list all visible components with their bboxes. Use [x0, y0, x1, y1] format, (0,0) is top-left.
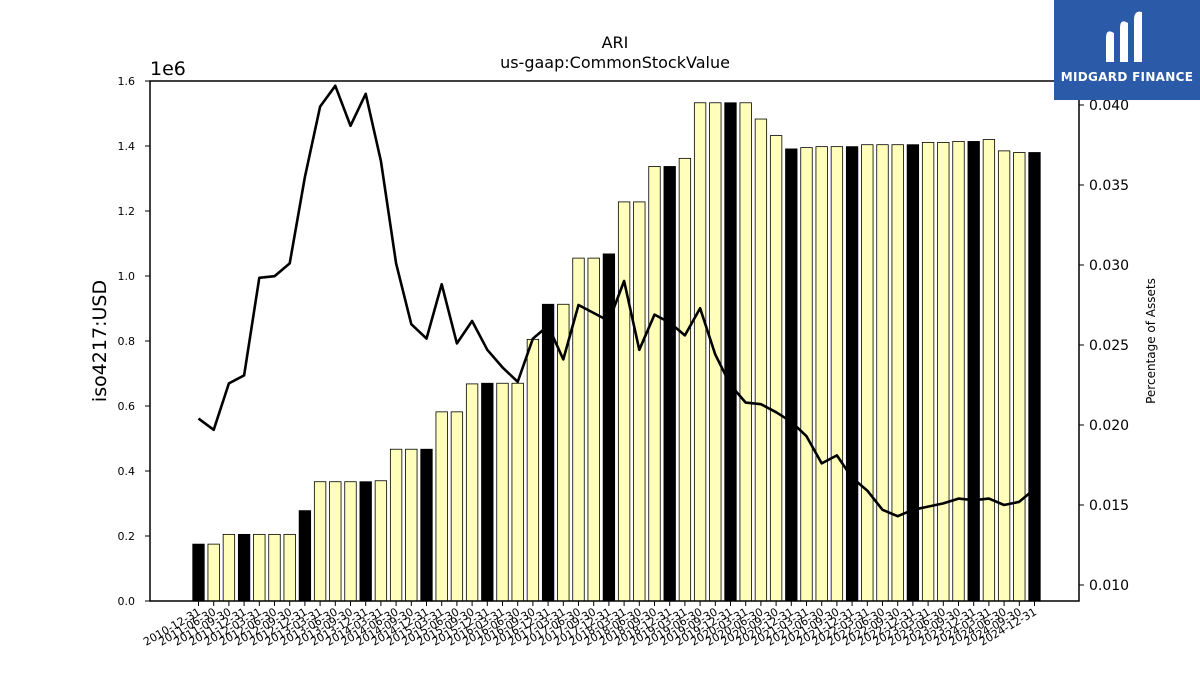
y-offset-label: 1e6: [150, 58, 186, 80]
bar-2011-12-31: [237, 533, 251, 602]
y2-tick-label: 0.020: [1089, 418, 1129, 434]
y-tick-label: 0.8: [118, 335, 136, 348]
bar-2011-09-30: [222, 533, 236, 602]
bar-2013-09-30: [344, 481, 357, 602]
y-tick-label: 1.0: [118, 270, 136, 283]
y-axis-left: 0.0 0.2 0.4 0.6 0.8 1.0 1.2 1.4 1.6: [118, 75, 150, 608]
percentage-line: [197, 84, 1036, 518]
bar-2016-06-30: [511, 382, 524, 602]
bar-2022-09-30: [891, 144, 904, 602]
bar-2015-06-30: [450, 411, 464, 602]
y-tick-label: 1.4: [118, 140, 136, 153]
y2-tick-label: 0.030: [1089, 258, 1129, 274]
bar-2012-09-30: [283, 533, 296, 602]
bar-2014-12-31: [420, 448, 433, 602]
bar-2022-06-30: [876, 144, 889, 602]
y-tick-label: 0.6: [118, 400, 136, 413]
bar-2014-09-30: [405, 448, 418, 602]
bar-2011-06-30: [207, 543, 220, 602]
midgard-finance-logo: MIDGARD FINANCE: [1054, 0, 1200, 100]
bar-2010-12-31: [192, 543, 205, 602]
y-tick-label: 0.2: [118, 530, 136, 543]
chart-title: ARI: [602, 33, 629, 52]
bar-2016-09-30: [526, 338, 540, 602]
y2-tick-label: 0.040: [1089, 98, 1129, 114]
bar-2024-06-30: [997, 150, 1011, 602]
bar-2020-09-30: [769, 135, 783, 602]
bar-2013-03-31: [313, 481, 327, 602]
bar-2023-06-30: [937, 142, 950, 602]
x-axis: 2010-12-312011-06-302011-09-302011-12-31…: [141, 601, 1039, 649]
bar-2016-12-31: [541, 303, 555, 602]
bar-2020-12-31: [785, 148, 798, 602]
bar-2024-09-30: [1013, 152, 1026, 602]
bar-2018-12-31: [663, 166, 676, 602]
y2-axis-label: Percentage of Assets: [1144, 278, 1158, 404]
bar-2022-12-31: [906, 144, 920, 602]
bar-2023-09-30: [952, 141, 965, 602]
bar-2014-06-30: [389, 448, 403, 602]
bar-2015-09-30: [465, 383, 479, 602]
logo-mark-icon: [1106, 11, 1142, 62]
y-tick-label: 0.4: [118, 465, 136, 478]
y2-tick-label: 0.035: [1089, 178, 1129, 194]
y-tick-label: 1.6: [118, 75, 136, 88]
y-tick-label: 0.0: [118, 595, 136, 608]
bar-2024-03-31: [982, 139, 996, 602]
bar-2019-12-31: [724, 102, 737, 602]
bar-2013-06-30: [329, 481, 342, 602]
bar-2021-06-30: [815, 146, 828, 602]
bar-2020-06-30: [754, 118, 768, 602]
y2-tick-label: 0.025: [1089, 338, 1129, 354]
y-axis-right: 0.010 0.015 0.020 0.025 0.030 0.035 0.040: [1079, 98, 1129, 594]
bar-2016-03-31: [496, 382, 509, 602]
logo-text: MIDGARD FINANCE: [1060, 70, 1194, 84]
bar-2012-12-31: [298, 510, 312, 602]
y-tick-label: 1.2: [118, 205, 136, 218]
bar-2021-12-31: [845, 146, 859, 602]
bar-2018-09-30: [648, 166, 661, 602]
bar-2019-06-30: [693, 102, 707, 602]
bar-2013-12-31: [359, 481, 372, 602]
y-axis-label: iso4217:USD: [89, 280, 111, 402]
bar-2020-03-31: [739, 102, 752, 602]
bar-2018-03-31: [617, 201, 631, 602]
bar-2017-12-31: [602, 253, 616, 602]
y2-tick-label: 0.015: [1089, 498, 1129, 514]
bar-series: [192, 102, 1041, 602]
bar-2014-03-31: [374, 480, 388, 602]
bar-2024-12-31: [1028, 152, 1041, 602]
bar-2012-06-30: [268, 533, 281, 602]
bar-2021-09-30: [830, 146, 844, 602]
bar-2019-03-31: [678, 157, 692, 602]
bar-2015-12-31: [481, 382, 494, 602]
y2-tick-label: 0.010: [1089, 578, 1129, 594]
bar-2023-12-31: [967, 141, 980, 602]
bar-2021-03-31: [800, 147, 813, 602]
chart-subtitle: us-gaap:CommonStockValue: [500, 53, 730, 72]
bar-2023-03-31: [921, 142, 935, 602]
bar-2018-06-30: [633, 201, 646, 602]
bar-2012-03-31: [253, 533, 266, 602]
bar-2022-03-31: [861, 144, 874, 602]
line-series: [197, 84, 1036, 518]
bar-2015-03-31: [435, 411, 448, 602]
